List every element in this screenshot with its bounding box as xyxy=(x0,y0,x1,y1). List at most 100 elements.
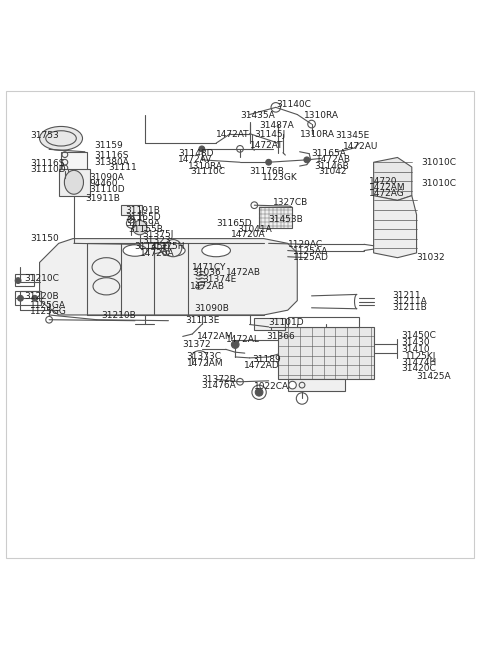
Text: 31090B: 31090B xyxy=(195,304,229,313)
Bar xyxy=(288,317,360,327)
Text: 31211: 31211 xyxy=(393,291,421,300)
Text: 14720A: 14720A xyxy=(140,249,174,258)
Polygon shape xyxy=(39,239,297,315)
Text: 31042: 31042 xyxy=(319,167,347,177)
Text: 31474H: 31474H xyxy=(401,358,436,367)
Text: 31487A: 31487A xyxy=(259,121,294,130)
Text: 31911B: 31911B xyxy=(85,193,120,202)
Text: 31374E: 31374E xyxy=(202,275,236,284)
Polygon shape xyxy=(373,195,417,258)
Text: 1123GK: 1123GK xyxy=(262,173,297,182)
Polygon shape xyxy=(373,158,412,201)
Text: 1125GA: 1125GA xyxy=(30,301,66,310)
Text: 31191B: 31191B xyxy=(125,206,160,215)
Text: 31220B: 31220B xyxy=(24,292,59,301)
Text: 31101D: 31101D xyxy=(269,318,304,327)
Text: 31116S: 31116S xyxy=(95,151,129,160)
Bar xyxy=(15,275,34,286)
Text: 31165A: 31165A xyxy=(312,149,347,158)
Text: 1310RA: 1310RA xyxy=(188,162,223,171)
Text: 31150: 31150 xyxy=(30,234,59,243)
Text: 1472AG: 1472AG xyxy=(369,190,405,198)
Ellipse shape xyxy=(266,160,272,165)
Text: 31425A: 31425A xyxy=(417,373,451,382)
Text: 31110C: 31110C xyxy=(190,167,225,177)
Text: 31113E: 31113E xyxy=(185,316,219,325)
Ellipse shape xyxy=(165,239,182,257)
Text: 1472AU: 1472AU xyxy=(343,141,378,151)
Ellipse shape xyxy=(123,245,147,256)
Text: 31410: 31410 xyxy=(401,345,430,354)
Text: 31189: 31189 xyxy=(252,355,281,364)
Bar xyxy=(120,205,142,215)
Text: 1125AA: 1125AA xyxy=(292,247,328,256)
Text: 1125AD: 1125AD xyxy=(292,253,328,262)
Ellipse shape xyxy=(304,157,310,163)
Text: 31155B: 31155B xyxy=(128,225,163,234)
Ellipse shape xyxy=(64,170,84,194)
Text: 31140C: 31140C xyxy=(276,101,311,110)
Text: 31110D: 31110D xyxy=(90,186,125,195)
Text: 1310RA: 1310RA xyxy=(300,130,335,139)
Text: 1472AM: 1472AM xyxy=(187,359,223,368)
Text: 31450C: 31450C xyxy=(401,332,436,341)
Text: 31435A: 31435A xyxy=(240,111,275,120)
Text: 31159: 31159 xyxy=(95,141,123,149)
Text: 1125GG: 1125GG xyxy=(30,306,67,315)
Text: 31210B: 31210B xyxy=(102,312,136,321)
Text: 31146B: 31146B xyxy=(314,162,348,171)
Text: 31366: 31366 xyxy=(266,332,295,341)
Text: 1472AB: 1472AB xyxy=(316,155,351,164)
Text: 1472AB: 1472AB xyxy=(226,269,261,278)
Text: 31145J: 31145J xyxy=(254,130,286,139)
Text: 31372B: 31372B xyxy=(201,375,236,384)
Bar xyxy=(278,327,373,380)
Bar xyxy=(254,318,285,330)
Text: 31111: 31111 xyxy=(109,164,137,173)
Text: 31010C: 31010C xyxy=(421,158,456,167)
Text: 1310RA: 1310RA xyxy=(304,111,339,120)
Text: 31041A: 31041A xyxy=(238,225,272,234)
Text: 31453B: 31453B xyxy=(269,215,303,224)
Text: 1022CA: 1022CA xyxy=(254,382,289,391)
Text: 31476A: 31476A xyxy=(201,380,236,389)
Text: 1472AM: 1472AM xyxy=(197,332,234,341)
Text: 31753: 31753 xyxy=(30,132,59,140)
Bar xyxy=(288,380,345,391)
Text: 31375J: 31375J xyxy=(142,230,174,239)
Text: 1472AV: 1472AV xyxy=(178,155,212,164)
Text: 31110D: 31110D xyxy=(30,165,66,175)
Text: 31373C: 31373C xyxy=(187,352,222,361)
Ellipse shape xyxy=(15,278,21,284)
Text: 1472AT: 1472AT xyxy=(216,130,250,139)
Text: 1472AL: 1472AL xyxy=(226,336,260,344)
Text: 1129AC: 1129AC xyxy=(288,240,323,249)
Text: 1125KJ: 1125KJ xyxy=(405,352,436,361)
Ellipse shape xyxy=(288,382,296,389)
Text: 31176B: 31176B xyxy=(250,167,285,177)
Text: 14720A: 14720A xyxy=(230,230,265,239)
Bar xyxy=(259,206,292,228)
Text: 31116S: 31116S xyxy=(30,159,64,167)
Ellipse shape xyxy=(231,341,239,349)
Text: 31211B: 31211B xyxy=(393,303,428,312)
Ellipse shape xyxy=(255,389,263,396)
Text: 31036: 31036 xyxy=(192,269,221,278)
Text: 14720: 14720 xyxy=(369,177,397,186)
Ellipse shape xyxy=(252,385,266,399)
Text: 31090A: 31090A xyxy=(90,173,124,182)
Ellipse shape xyxy=(132,221,147,235)
Text: 1472AB: 1472AB xyxy=(190,282,225,291)
Text: 31420C: 31420C xyxy=(401,364,436,373)
Text: 31430: 31430 xyxy=(401,338,430,347)
Text: 31165D: 31165D xyxy=(216,219,252,228)
Ellipse shape xyxy=(202,244,230,257)
Text: 31380A: 31380A xyxy=(95,158,129,167)
Text: 1472AM: 1472AM xyxy=(369,183,406,192)
Text: 1327CB: 1327CB xyxy=(274,198,309,207)
Text: 31145F: 31145F xyxy=(134,241,168,251)
Text: 1471CY: 1471CY xyxy=(192,263,227,272)
Text: 31211A: 31211A xyxy=(393,297,428,306)
Text: 31323: 31323 xyxy=(142,236,171,245)
Ellipse shape xyxy=(199,146,204,152)
